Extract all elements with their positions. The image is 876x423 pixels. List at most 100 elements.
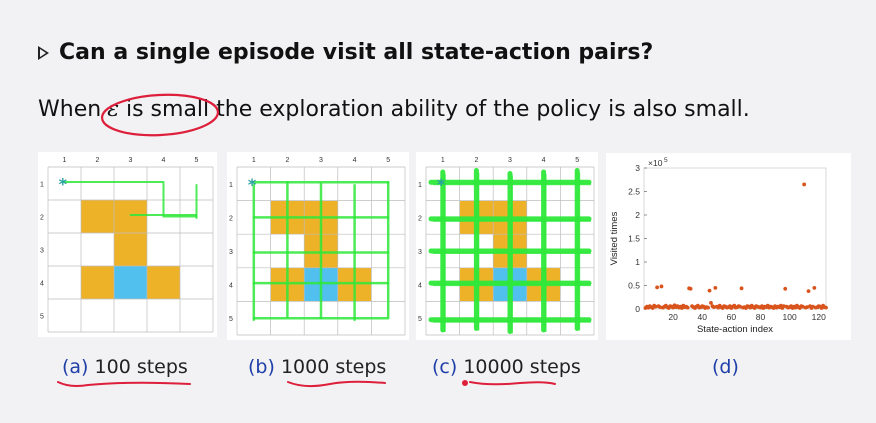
col-label: 3 [129,157,133,164]
chart-d: 20 40 60 80 100 120 0 0.5 1 1.5 2 2.5 3 ×10 5 State-act… [606,153,851,340]
y-tick-label: 0.5 [628,281,640,291]
epsilon-symbol: ε [107,97,119,122]
caption-b-label: (b) [248,356,275,378]
col-label: 4 [353,157,357,164]
y-tick-label: 1 [635,257,640,267]
row-label: 2 [40,215,44,222]
row-label: 1 [229,182,233,189]
underline-annotation [57,381,191,387]
y-tick-label: 2 [635,210,640,220]
caption-d: (d) [712,356,739,378]
data-point [711,305,716,310]
data-point [824,305,828,310]
caption-c-text: 10000 steps [463,356,581,378]
data-point [706,305,710,310]
x-tick-label: 20 [668,312,678,322]
underline-annotation [287,380,386,388]
row-label: 5 [229,316,233,323]
row-label: 2 [229,215,233,222]
col-label: 4 [162,157,166,164]
data-point [659,284,664,289]
row-label: 5 [40,314,44,321]
line2-mid: is small [119,97,210,122]
row-label: 4 [229,283,233,290]
caption-d-label: (d) [712,356,739,378]
target-cell [114,266,147,299]
row-label: 1 [40,182,44,189]
data-point [685,305,690,310]
col-label: 5 [386,157,390,164]
forbidden-cell [114,233,147,266]
y-axis-label: Visited times [609,211,620,265]
row-label: 5 [418,316,422,323]
data-point [810,304,815,309]
col-label: 3 [319,157,323,164]
x-axis-label: State-action index [697,324,773,335]
data-point [781,304,786,309]
col-label: 1 [252,157,256,164]
y-tick-label: 1.5 [628,234,640,244]
row-label: 3 [229,249,233,256]
start-marker: * [59,175,68,194]
y-tick-label: 3 [635,163,640,173]
grid-panel-1: 1 2 3 4 5 1 2 3 4 5 * [38,152,217,337]
epsilon-circle-annotation [100,93,220,137]
col-label: 1 [441,157,445,164]
col-label: 3 [508,157,512,164]
x-tick-label: 40 [698,312,708,322]
col-label: 2 [474,157,478,164]
line2-after: the exploration ability of the policy is… [209,97,750,122]
data-point [805,305,809,310]
x-tick-label: 80 [756,312,766,322]
row-label: 3 [40,248,44,255]
start-marker: * [248,175,257,194]
forbidden-cell [81,200,114,233]
caption-a: (a) 100 steps [62,356,188,378]
exponent-label: ×10 [648,158,663,168]
col-label: 2 [285,157,289,164]
exponent-power: 5 [664,157,668,164]
data-point [739,286,744,291]
data-point [800,304,805,309]
data-point [713,285,718,290]
grid-panel-3: 1 2 3 4 5 1 2 3 4 5 * [416,152,598,340]
caption-b-text: 1000 steps [280,356,387,378]
col-label: 4 [542,157,546,164]
data-point [783,286,788,291]
data-point [655,285,660,290]
x-tick-label: 60 [727,312,737,322]
data-point [812,285,817,290]
data-point [802,182,807,187]
forbidden-cell [114,200,147,233]
start-marker: * [437,175,446,194]
data-point [688,286,693,291]
slide-heading: Can a single episode visit all state-act… [38,40,653,65]
data-point [658,305,662,310]
caption-b: (b) 1000 steps [248,356,386,378]
trajectory-stroke [162,182,198,218]
data-point [707,288,712,293]
caption-a-text: 100 steps [94,356,188,378]
row-label: 2 [418,215,422,222]
heading-text: Can a single episode visit all state-act… [59,40,654,65]
x-tick-label: 100 [783,312,797,322]
row-label: 3 [418,249,422,256]
data-point [738,304,742,309]
underline-annotation [469,381,556,386]
col-label: 2 [96,157,100,164]
row-label: 4 [40,281,44,288]
triangle-right-icon [38,45,49,60]
explanation-line: When ε is small the exploration ability o… [38,97,750,122]
row-label: 4 [418,283,422,290]
line2-before: When [38,97,102,122]
row-label: 1 [418,182,422,189]
caption-c: (c) 10000 steps [432,356,581,378]
data-point [806,289,811,294]
data-point [653,304,658,309]
col-label: 5 [575,157,579,164]
y-tick-label: 0 [635,304,640,314]
grid-panel-2: 1 2 3 4 5 1 2 3 4 5 * [227,152,409,340]
x-tick-label: 120 [812,312,826,322]
